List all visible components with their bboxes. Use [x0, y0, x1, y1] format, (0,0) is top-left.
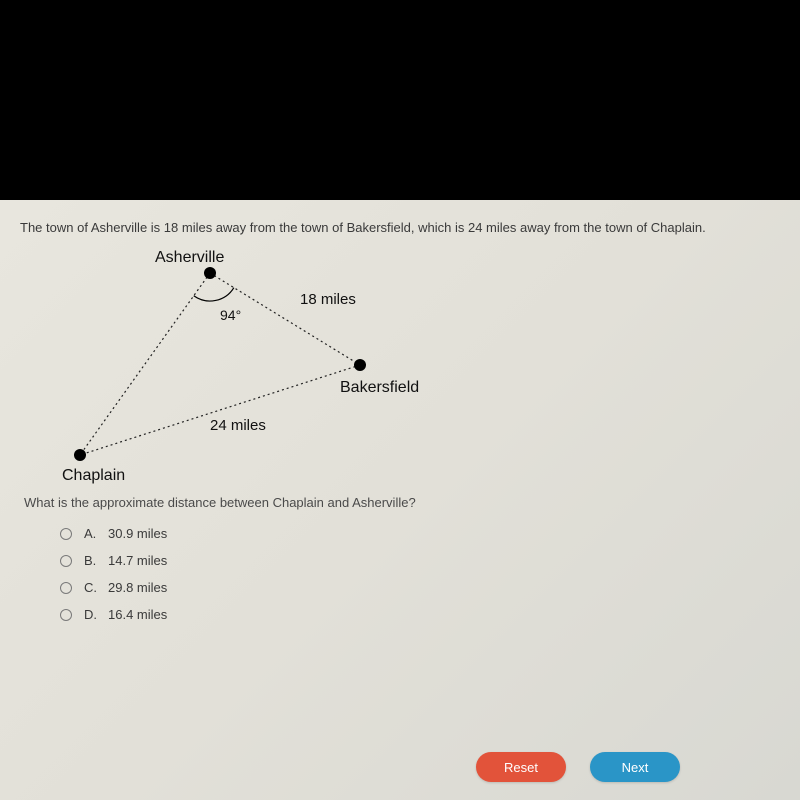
option-text: 16.4 miles: [108, 607, 167, 622]
answer-option[interactable]: B.14.7 miles: [60, 553, 780, 568]
question-sub: What is the approximate distance between…: [24, 495, 780, 510]
diagram-edge: [80, 365, 360, 455]
radio-icon[interactable]: [60, 555, 72, 567]
radio-icon[interactable]: [60, 528, 72, 540]
diagram-node: [354, 359, 366, 371]
answer-option[interactable]: C.29.8 miles: [60, 580, 780, 595]
node-label: Chaplain: [62, 467, 125, 485]
next-button[interactable]: Next: [590, 752, 680, 782]
option-letter: D.: [84, 607, 108, 622]
reset-button[interactable]: Reset: [476, 752, 566, 782]
edge-label: 18 miles: [300, 291, 356, 308]
option-text: 14.7 miles: [108, 553, 167, 568]
diagram-node: [74, 449, 86, 461]
question-page: The town of Asherville is 18 miles away …: [0, 200, 800, 800]
angle-arc: [194, 288, 234, 301]
node-label: Asherville: [155, 249, 224, 267]
letterbox-top: [0, 0, 800, 200]
edge-label: 24 miles: [210, 417, 266, 434]
option-text: 30.9 miles: [108, 526, 167, 541]
button-bar: Reset Next: [476, 752, 680, 782]
answer-option[interactable]: A.30.9 miles: [60, 526, 780, 541]
diagram-node: [204, 267, 216, 279]
triangle-diagram: 18 miles 24 miles 94° Asherville Bakersfield…: [60, 245, 480, 485]
diagram-svg: [60, 245, 480, 485]
question-intro: The town of Asherville is 18 miles away …: [20, 220, 780, 235]
answer-options: A.30.9 milesB.14.7 milesC.29.8 milesD.16…: [60, 526, 780, 622]
angle-label: 94°: [220, 307, 241, 323]
option-letter: B.: [84, 553, 108, 568]
option-letter: A.: [84, 526, 108, 541]
radio-icon[interactable]: [60, 609, 72, 621]
option-letter: C.: [84, 580, 108, 595]
answer-option[interactable]: D.16.4 miles: [60, 607, 780, 622]
diagram-edge: [80, 273, 210, 455]
radio-icon[interactable]: [60, 582, 72, 594]
option-text: 29.8 miles: [108, 580, 167, 595]
node-label: Bakersfield: [340, 379, 419, 397]
